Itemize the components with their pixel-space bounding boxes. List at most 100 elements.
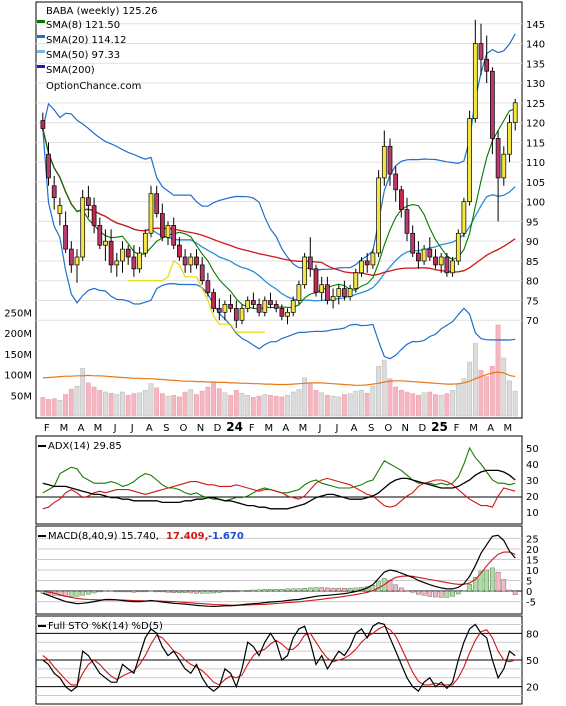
macd-histogram-bar	[512, 590, 518, 595]
x-axis-label: S	[368, 423, 374, 434]
candle-body	[501, 153, 507, 179]
volume-bar	[268, 395, 273, 417]
candle-body	[114, 260, 120, 266]
volume-bar	[501, 357, 507, 417]
candle-body	[177, 244, 182, 258]
macd-histogram-bar	[467, 584, 473, 592]
volume-bar	[324, 395, 330, 417]
volume-bar	[387, 378, 393, 417]
volume-bar	[393, 386, 399, 417]
volume-bar	[250, 397, 256, 417]
macd-histogram-bar	[177, 590, 182, 593]
candle-body	[433, 256, 438, 266]
candle-body	[125, 248, 131, 258]
volume-bar	[364, 392, 370, 417]
volume-bar	[336, 396, 342, 417]
candle-body	[336, 288, 342, 297]
legend-swatch-sma8	[37, 20, 45, 23]
yellow-indicator-line	[128, 259, 265, 333]
macd-histogram-bar	[74, 590, 80, 597]
volume-bar	[262, 394, 268, 417]
macd-histogram-bar	[245, 590, 251, 592]
x-axis-label: M	[264, 423, 273, 434]
minus-di-line	[42, 477, 516, 510]
candle-body	[97, 225, 103, 246]
volume-bar	[68, 388, 74, 417]
macd-histogram-bar	[142, 590, 148, 593]
macd-histogram-bar	[91, 590, 97, 594]
macd-title: MACD(8,40,9) 15.740,	[48, 531, 159, 542]
macd-histogram-bar	[455, 590, 461, 595]
volume-bar	[455, 384, 461, 417]
volume-bar	[57, 400, 63, 417]
volume-bar	[347, 393, 353, 417]
volume-bar	[398, 390, 404, 417]
candle-body	[302, 256, 307, 286]
adx-y-axis-labels: 10 20 30 40 50	[526, 444, 539, 519]
price-y-axis-labels: 70 75 80 85 90 95 100 105 110 115 120 125 130 135 140 1…	[526, 20, 545, 327]
macd-histogram-bar	[154, 590, 160, 593]
candle-body	[507, 122, 512, 155]
volume-y-label: 250M	[4, 308, 32, 319]
candle-body	[199, 264, 205, 282]
adx-y-label: 40	[526, 460, 539, 471]
stochastic-panel: 20 50 80 Full STO %K(14) %D(5)	[35, 615, 539, 705]
candle-body	[461, 201, 467, 234]
price-legend: BABA (weekly) 125.26 SMA(8) 121.50 SMA(2…	[37, 6, 158, 92]
adx-title: ADX(14) 29.85	[48, 441, 122, 452]
macd-histogram-bar	[131, 590, 137, 593]
x-axis-label: O	[179, 423, 187, 434]
volume-bar	[421, 392, 427, 417]
volume-y-label: 50M	[11, 391, 32, 402]
volume-bar	[63, 394, 68, 417]
volume-bar	[108, 392, 114, 417]
candle-body	[148, 193, 154, 234]
macd-histogram-bar	[233, 590, 239, 593]
macd-histogram-bar	[256, 589, 262, 592]
price-y-label: 120	[526, 119, 545, 130]
macd-histogram-bar	[97, 590, 103, 593]
candle-body	[381, 145, 387, 179]
volume-bar	[228, 395, 234, 417]
sto-y-axis-labels: 20 50 80	[526, 629, 539, 693]
volume-bar	[467, 361, 473, 417]
sto-title: Full STO %K(14) %D(5)	[48, 621, 163, 632]
candle-body	[404, 209, 410, 234]
volume-bar	[461, 378, 467, 417]
candle-body	[222, 304, 228, 313]
volume-bar	[216, 388, 222, 417]
x-axis-label: D	[419, 423, 427, 434]
macd-histogram-bar	[199, 590, 205, 594]
candle-body	[233, 308, 239, 321]
candle-body	[438, 256, 444, 266]
candle-body	[103, 240, 108, 246]
legend-sma20: SMA(20) 114.12	[46, 35, 127, 46]
x-axis-label: A	[282, 423, 289, 434]
macd-histogram-bar	[85, 590, 91, 595]
volume-bar	[450, 390, 455, 417]
candle-body	[228, 304, 233, 309]
x-axis-label: D	[214, 423, 222, 434]
candle-body	[74, 256, 80, 266]
x-axis-label: N	[197, 423, 204, 434]
bollinger-upper-band	[42, 33, 516, 272]
volume-y-label: 150M	[4, 350, 32, 361]
macd-histogram-bar	[302, 588, 307, 592]
macd-histogram-bar	[80, 590, 86, 596]
volume-bar	[80, 368, 86, 417]
macd-histogram-bar	[159, 590, 165, 593]
volume-bar	[120, 391, 125, 417]
macd-histogram-value: -1.670	[208, 531, 244, 542]
sto-d-line	[42, 625, 516, 686]
macd-histogram-bar	[165, 590, 171, 593]
candle-body	[137, 252, 142, 270]
macd-histogram-bar	[268, 589, 273, 592]
candle-body	[421, 248, 427, 262]
macd-histogram-bar	[501, 579, 507, 592]
volume-bar	[330, 395, 336, 417]
volume-bar	[404, 391, 410, 417]
volume-bar	[302, 377, 307, 417]
x-axis-label: A	[351, 423, 358, 434]
volume-bar	[131, 393, 137, 417]
